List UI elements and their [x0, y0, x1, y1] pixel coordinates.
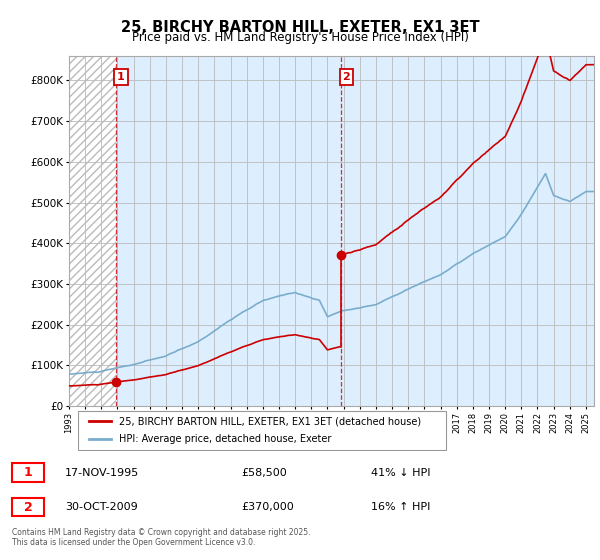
Text: 17-NOV-1995: 17-NOV-1995: [65, 468, 139, 478]
Text: £58,500: £58,500: [241, 468, 287, 478]
Text: HPI: Average price, detached house, Exeter: HPI: Average price, detached house, Exet…: [119, 435, 331, 444]
Text: Contains HM Land Registry data © Crown copyright and database right 2025.
This d: Contains HM Land Registry data © Crown c…: [12, 528, 311, 547]
Text: 1: 1: [117, 72, 125, 82]
Text: 30-OCT-2009: 30-OCT-2009: [65, 502, 137, 512]
Text: 25, BIRCHY BARTON HILL, EXETER, EX1 3ET: 25, BIRCHY BARTON HILL, EXETER, EX1 3ET: [121, 20, 479, 35]
FancyBboxPatch shape: [12, 498, 44, 516]
Text: 41% ↓ HPI: 41% ↓ HPI: [371, 468, 430, 478]
FancyBboxPatch shape: [12, 463, 44, 482]
Text: 16% ↑ HPI: 16% ↑ HPI: [371, 502, 430, 512]
Bar: [69, 56, 116, 406]
Text: 2: 2: [23, 501, 32, 514]
Text: 25, BIRCHY BARTON HILL, EXETER, EX1 3ET (detached house): 25, BIRCHY BARTON HILL, EXETER, EX1 3ET …: [119, 417, 421, 426]
Text: £370,000: £370,000: [241, 502, 294, 512]
Text: 2: 2: [343, 72, 350, 82]
Text: Price paid vs. HM Land Registry's House Price Index (HPI): Price paid vs. HM Land Registry's House …: [131, 31, 469, 44]
Text: 1: 1: [23, 466, 32, 479]
FancyBboxPatch shape: [78, 410, 446, 450]
